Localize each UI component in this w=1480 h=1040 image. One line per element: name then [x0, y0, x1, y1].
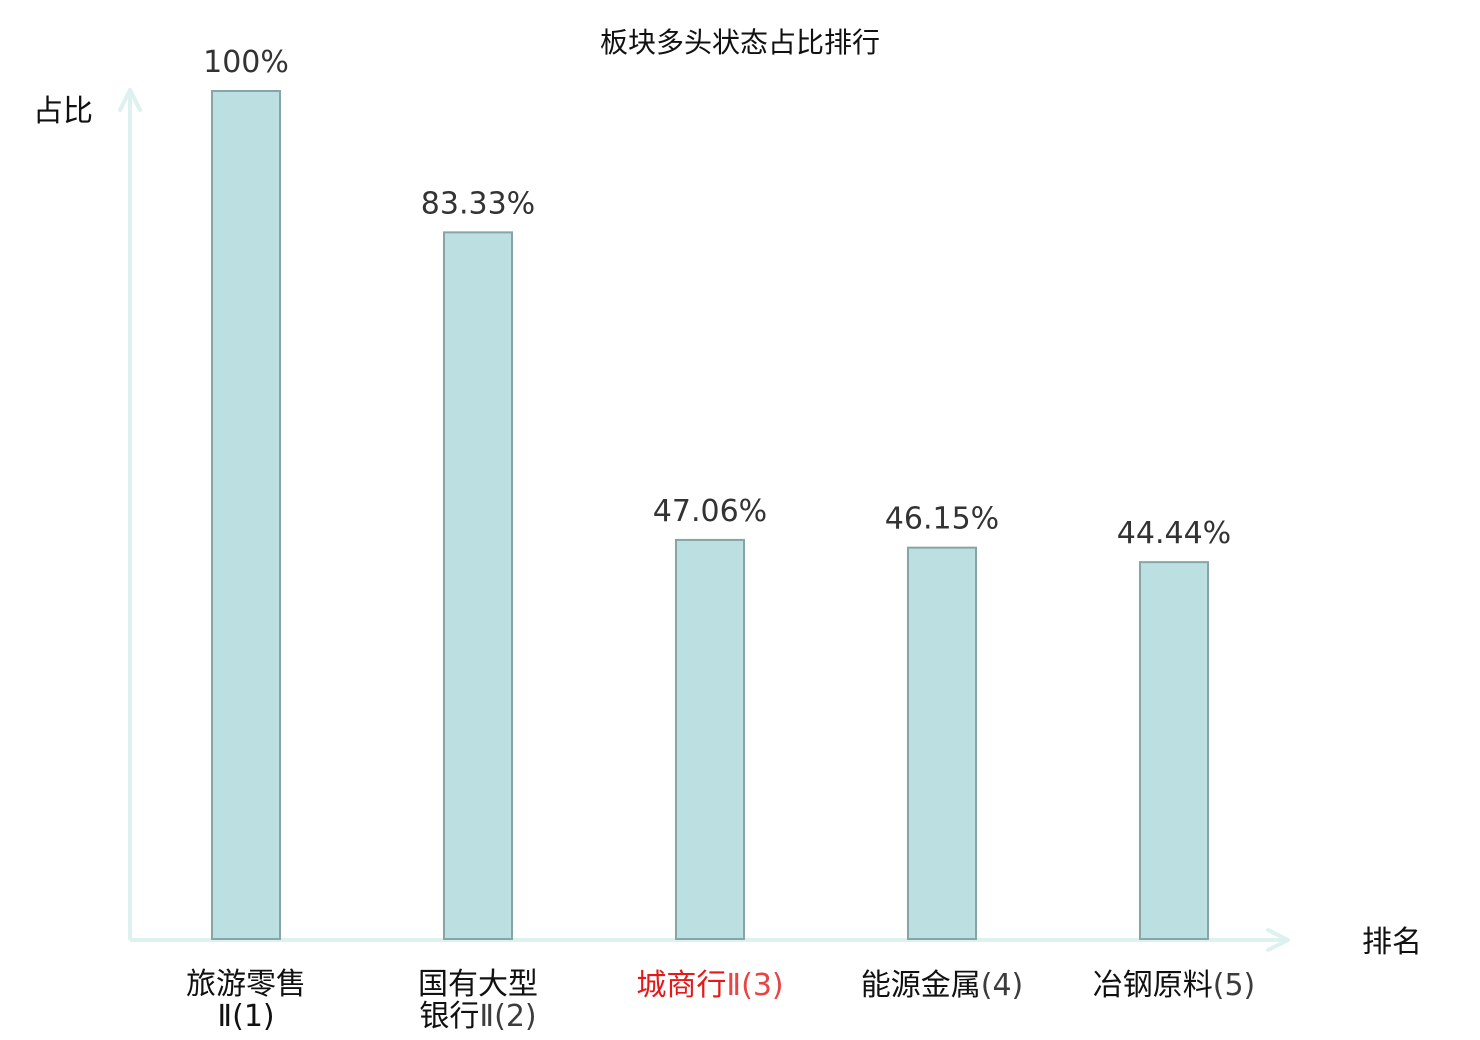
y-axis-label: 占比 [33, 94, 93, 129]
bar-value-label-5: 44.44% [1117, 516, 1231, 551]
category-label-line-4-1: 能源金属(4) [861, 968, 1024, 1003]
bar-3 [675, 538, 745, 940]
category-label-line-2-2: 银行Ⅱ(2) [419, 999, 536, 1034]
x-axis-arrow [1266, 928, 1290, 952]
bar-value-label-3: 47.06% [653, 494, 767, 529]
category-main-text: 城商行 [636, 968, 726, 1003]
bar-4 [907, 546, 977, 940]
category-label-3: 城商行Ⅱ(3) [636, 968, 783, 1003]
category-suffix-text: Ⅱ(3) [726, 968, 783, 1003]
bar-value-label-1: 100% [203, 45, 289, 80]
category-label-line-3-1: 城商行Ⅱ(3) [636, 968, 783, 1003]
category-suffix-text: (4) [981, 968, 1024, 1003]
bar-value-label-4: 46.15% [885, 502, 999, 537]
bar-1 [211, 90, 281, 940]
axes [118, 88, 1290, 952]
bars-layer [211, 90, 1209, 941]
category-label-4: 能源金属(4) [861, 968, 1024, 1003]
category-main-text: 冶钢原料 [1093, 968, 1213, 1003]
category-label-5: 冶钢原料(5) [1093, 968, 1256, 1003]
category-label-2: 国有大型银行Ⅱ(2) [418, 967, 538, 1034]
category-label-line-2-1: 国有大型 [418, 967, 538, 1002]
bar-value-label-2: 83.33% [421, 186, 535, 221]
category-label-line-1-2: Ⅱ(1) [217, 999, 274, 1034]
y-axis-arrow [118, 88, 142, 112]
chart-title: 板块多头状态占比排行 [600, 26, 880, 59]
category-suffix-text: (5) [1213, 968, 1256, 1003]
value-labels-layer: 100% 83.33% 47.06% 46.15% 44.44% [203, 45, 1231, 551]
category-labels-layer: 旅游零售 Ⅱ(1) 国有大型银行Ⅱ(2) 城商行Ⅱ(3) 能源金属(4) 冶钢原料(5) [186, 967, 1255, 1034]
category-main-text: 银行 [419, 999, 479, 1034]
category-main-text: 国有大型 [418, 967, 538, 1002]
x-axis-label: 排名 [1362, 925, 1422, 960]
bar-5 [1139, 561, 1209, 940]
bar-2 [443, 231, 513, 941]
category-main-text: 能源金属 [861, 968, 981, 1003]
category-suffix-text: Ⅱ(2) [479, 999, 536, 1034]
category-main-text: Ⅱ(1) [217, 999, 274, 1034]
category-label-1: 旅游零售 Ⅱ(1) [186, 967, 306, 1034]
category-label-line-1-1: 旅游零售 [186, 967, 306, 1002]
category-label-line-5-1: 冶钢原料(5) [1093, 968, 1256, 1003]
category-main-text: 旅游零售 [186, 967, 306, 1002]
